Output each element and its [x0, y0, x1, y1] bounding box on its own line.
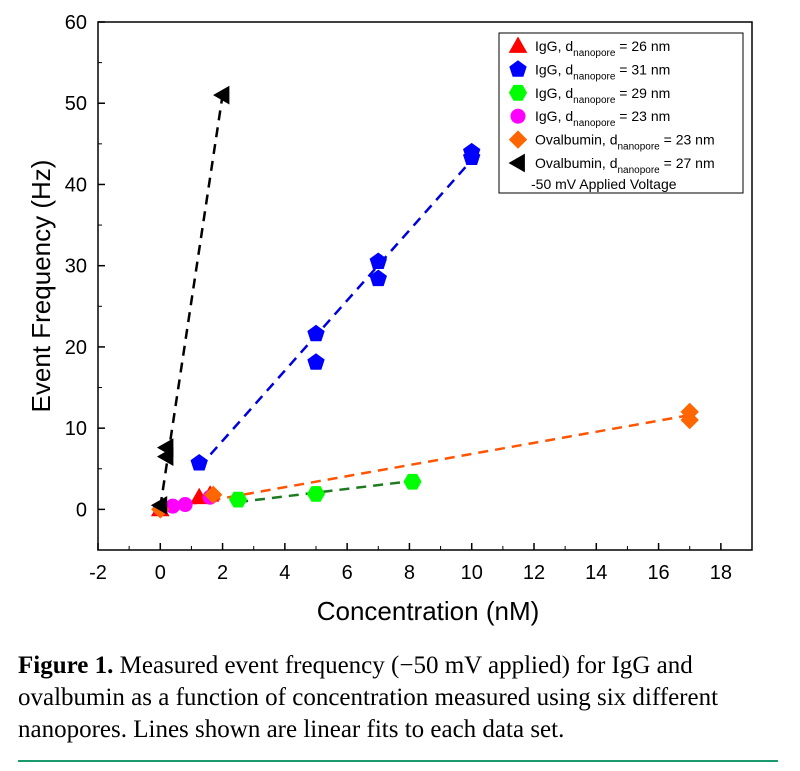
legend-entry-3: IgG, dnanopore = 23 nm [535, 108, 670, 129]
x-tick-label: -2 [89, 562, 107, 584]
y-tick-label: 60 [65, 12, 87, 34]
data-point-triangle-left [213, 85, 230, 105]
fit-line-series-1 [198, 159, 473, 468]
legend-subscript: nanopore [573, 95, 616, 106]
data-point-diamond [508, 130, 528, 149]
legend-box [498, 32, 744, 194]
data-points [150, 85, 699, 519]
y-tick-label: 10 [65, 418, 87, 440]
y-tick-label: 40 [65, 174, 87, 196]
legend-note: -50 mV Applied Voltage [531, 176, 677, 192]
x-tick-label: 4 [279, 562, 290, 584]
data-point-pentagon [369, 252, 387, 269]
legend-suffix: = 23 nm [660, 132, 715, 148]
data-point-triangle-up [508, 36, 528, 53]
legend-name: IgG, d [535, 108, 573, 124]
legend-subscript: nanopore [617, 165, 660, 176]
data-point-hexagon [229, 491, 248, 508]
plot-frame [97, 21, 753, 551]
axis-ticks: -2 0 2 4 6 8 10 12 14 16 18 0 10 20 30 40 50 60 [65, 12, 732, 584]
legend-name: IgG, d [535, 38, 573, 54]
legend-name: IgG, d [535, 85, 573, 101]
fit-line-series-2 [237, 479, 413, 504]
x-tick-label: 10 [461, 562, 483, 584]
data-point-pentagon [369, 269, 387, 287]
legend-subscript: nanopore [573, 118, 616, 129]
data-point-circle [177, 497, 193, 513]
bottom-rule [18, 760, 778, 762]
x-tick-label: 12 [523, 562, 545, 584]
data-point-diamond [203, 485, 223, 505]
x-tick-label: 0 [155, 562, 166, 584]
x-tick-label: 16 [647, 562, 669, 584]
x-tick-label: 18 [710, 562, 732, 584]
legend-name: Ovalbumin, d [535, 155, 617, 171]
data-point-triangle-left [508, 153, 525, 173]
legend-suffix: = 31 nm [615, 61, 670, 77]
data-point-triangle-left [156, 438, 174, 457]
fit-lines [159, 94, 690, 511]
y-tick-label: 30 [65, 256, 87, 278]
data-point-pentagon [307, 353, 325, 370]
legend-entry-4: Ovalbumin, dnanopore = 23 nm [535, 132, 715, 153]
legend-subscript: nanopore [617, 142, 660, 153]
y-tick-label: 0 [76, 499, 87, 521]
data-point-pentagon [509, 60, 527, 77]
chart: -2 0 2 4 6 8 10 12 14 16 18 0 10 20 30 40 50 60 Concentra… [26, 12, 753, 626]
legend-subscript: nanopore [573, 71, 616, 82]
legend-subscript: nanopore [573, 48, 616, 59]
data-point-hexagon [403, 473, 422, 490]
legend-entry-0: IgG, dnanopore = 26 nm [535, 38, 670, 59]
data-point-pentagon [307, 324, 325, 342]
data-point-diamond [680, 410, 699, 430]
data-point-hexagon [306, 486, 326, 502]
data-point-hexagon [508, 84, 528, 101]
legend-entry-2: IgG, dnanopore = 29 nm [535, 85, 670, 106]
data-point-pentagon [190, 453, 208, 471]
x-axis-label: Concentration (nM) [317, 596, 540, 626]
legend-suffix: = 23 nm [615, 108, 670, 124]
data-point-pentagon [463, 148, 481, 165]
fit-line-series-5 [159, 94, 224, 508]
legend-suffix: = 29 nm [615, 85, 670, 101]
legend-suffix: = 27 nm [660, 155, 715, 171]
fit-line-series-4 [160, 413, 690, 511]
caption-text: Measured event frequency (−50 mV applied… [18, 652, 719, 743]
figure-caption: Figure 1. Measured event frequency (−50 … [18, 650, 778, 746]
x-tick-label: 6 [342, 562, 353, 584]
x-tick-label: 8 [404, 562, 415, 584]
x-tick-label: 14 [585, 562, 607, 584]
legend-name: IgG, d [535, 61, 573, 77]
data-point-triangle-left [150, 495, 168, 515]
x-tick-label: 2 [217, 562, 228, 584]
y-axis-label: Event Frequency (Hz) [26, 160, 56, 413]
figure-label: Figure 1. [18, 652, 114, 679]
legend-entry-1: IgG, dnanopore = 31 nm [535, 61, 670, 82]
legend-suffix: = 26 nm [615, 38, 670, 54]
legend-entry-5: Ovalbumin, dnanopore = 27 nm [535, 155, 715, 176]
y-tick-label: 50 [65, 93, 87, 115]
y-tick-label: 20 [65, 337, 87, 359]
legend-name: Ovalbumin, d [535, 132, 617, 148]
data-point-circle [510, 108, 526, 124]
